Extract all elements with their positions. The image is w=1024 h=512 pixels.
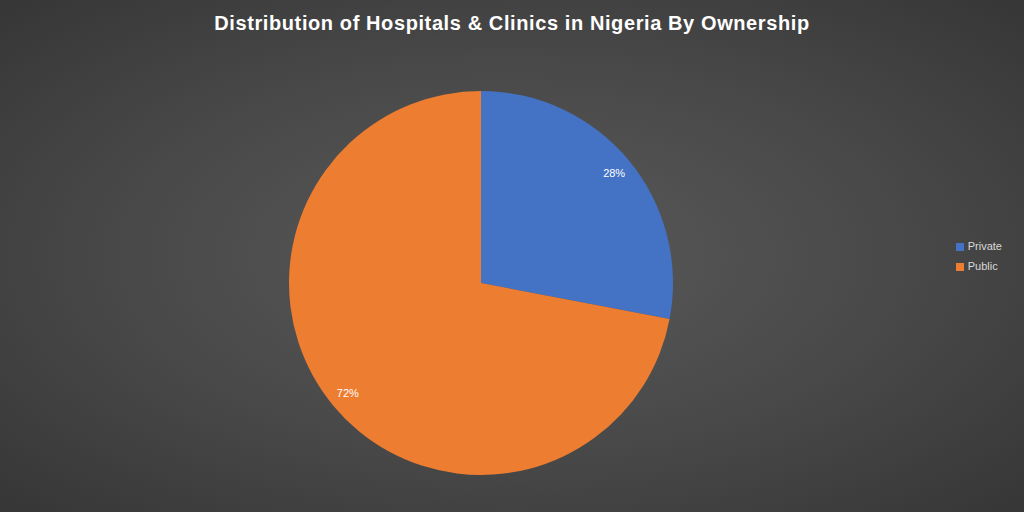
html-text:Public: Public xyxy=(967,260,998,272)
svg-text:28%: 28% xyxy=(603,167,625,179)
svg-text:72%: 72% xyxy=(337,387,359,399)
html-text:Distribution of Hospitals & Cl: Distribution of Hospitals & Clinics in N… xyxy=(214,12,810,34)
html-text:Private: Private xyxy=(967,240,1002,252)
